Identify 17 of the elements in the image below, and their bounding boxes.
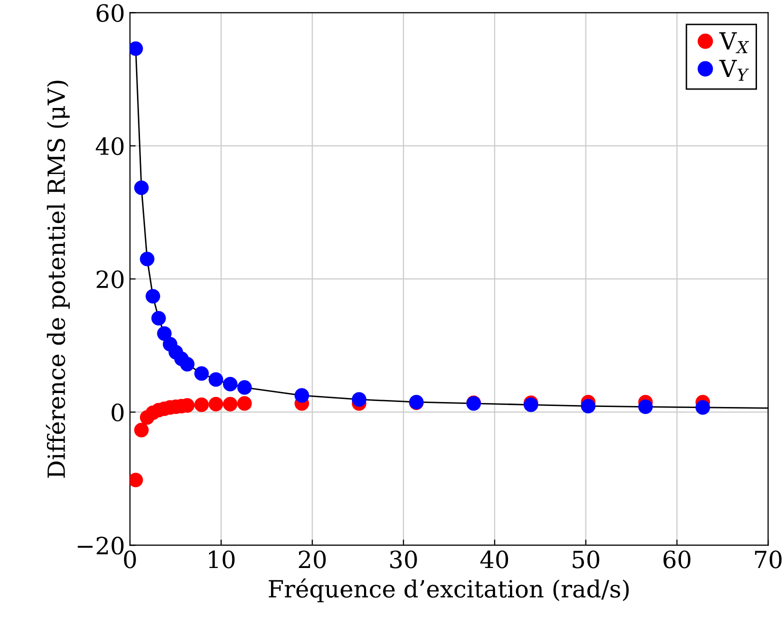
x-tick-label: 30 <box>390 550 417 568</box>
y-tick-label: −20 <box>78 536 124 555</box>
y-tick-label: 40 <box>96 137 124 156</box>
x-tick-label: 20 <box>298 550 326 568</box>
x-tick-label: 0 <box>124 550 136 568</box>
y-tick-label: 20 <box>96 270 124 288</box>
legend-label: V$_{Y}$ <box>719 60 749 81</box>
y-axis-title: Différence de potentiel RMS (μV) <box>46 80 70 478</box>
x-tick-label: 60 <box>664 550 690 568</box>
y-tick-label: 60 <box>96 4 124 22</box>
x-tick-label: 70 <box>755 550 782 568</box>
x-tick-label: 40 <box>480 550 508 568</box>
y-tick-label: 0 <box>112 404 124 422</box>
x-tick-label: 10 <box>209 550 235 568</box>
legend-label: V$_{X}$ <box>719 32 750 54</box>
x-axis-title: Fréquence d’excitation (rad/s) <box>268 578 629 602</box>
x-tick-label: 50 <box>572 550 600 568</box>
